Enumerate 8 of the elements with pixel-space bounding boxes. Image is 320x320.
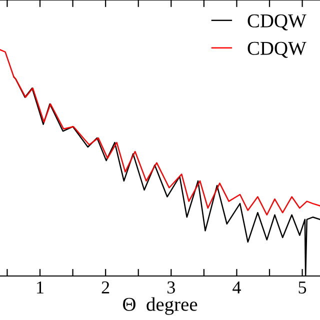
legend-label: CDQW [248, 42, 306, 58]
x-axis-title: Θ degree [123, 297, 198, 315]
x-tick-label: 1 [37, 281, 44, 294]
x-tick-label: 5 [298, 282, 306, 294]
x-tick-label: 2 [102, 281, 110, 294]
x-tick-label: 4 [232, 282, 241, 294]
legend-label: CDQW [248, 14, 306, 30]
x-tick-label: 3 [167, 281, 175, 294]
